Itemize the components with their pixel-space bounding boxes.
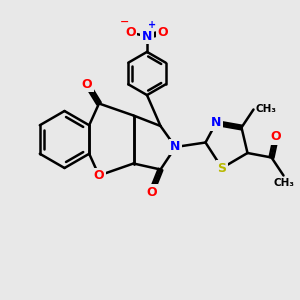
Text: CH₃: CH₃: [255, 104, 276, 115]
Text: O: O: [82, 77, 92, 91]
Text: N: N: [142, 30, 152, 43]
Text: N: N: [211, 116, 221, 130]
Text: −: −: [120, 17, 129, 27]
Text: O: O: [271, 130, 281, 143]
Text: N: N: [170, 140, 181, 154]
Text: S: S: [218, 161, 226, 175]
Text: O: O: [94, 169, 104, 182]
Text: +: +: [148, 20, 157, 30]
Text: O: O: [125, 26, 136, 39]
Text: CH₃: CH₃: [273, 178, 294, 188]
Text: O: O: [157, 26, 168, 39]
Text: O: O: [146, 185, 157, 199]
